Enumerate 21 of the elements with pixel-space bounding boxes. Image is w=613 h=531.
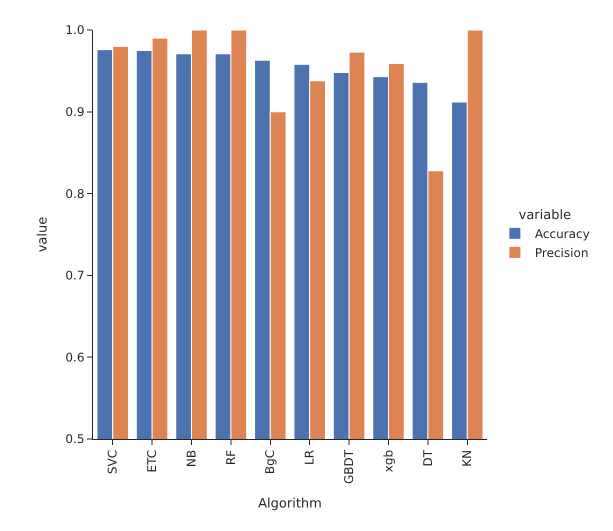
y-tick-label: 0.5 (65, 432, 84, 446)
y-tick-label: 0.6 (65, 350, 84, 364)
y-tick-label: 0.7 (65, 268, 84, 283)
x-tick-label: xgb (381, 450, 396, 472)
y-tick-label: 0.8 (65, 186, 84, 201)
y-tick-label: 0.9 (65, 105, 84, 119)
x-axis-title: Algorithm (258, 496, 322, 512)
y-axis-title: value (35, 216, 50, 252)
x-tick-label: DT (420, 449, 435, 467)
x-tick-label: RF (224, 450, 238, 466)
y-tick-label: 1.0 (65, 23, 84, 38)
x-tick-label: ETC (145, 450, 159, 473)
x-tick-label: GBDT (342, 449, 356, 484)
x-tick-label: SVC (106, 450, 120, 474)
legend-title: variable (518, 208, 572, 223)
x-tick-label: KN (460, 450, 474, 467)
x-tick-label: LR (302, 450, 317, 465)
legend-label: Precision (534, 246, 588, 260)
x-tick-label: BgC (263, 450, 278, 474)
x-tick-label: NB (184, 450, 198, 468)
legend-label: Accuracy (534, 227, 590, 242)
